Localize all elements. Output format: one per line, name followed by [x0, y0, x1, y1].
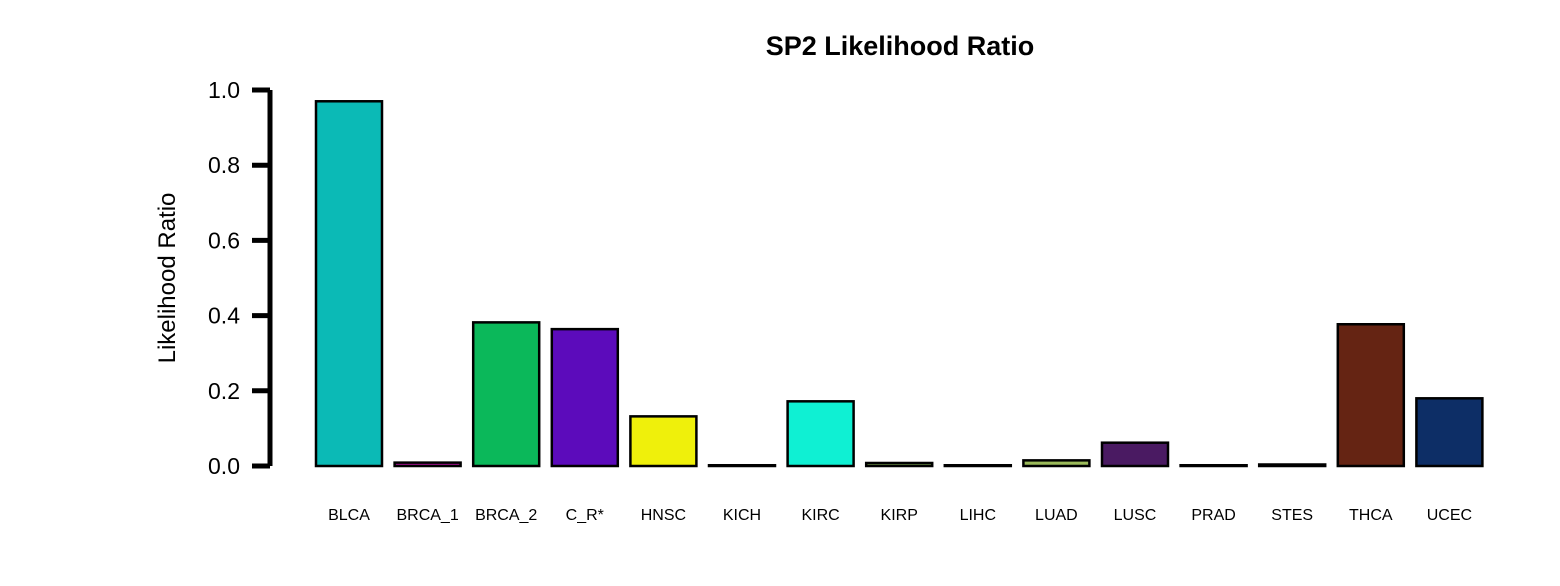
bar-c-r	[550, 327, 620, 468]
bar-brca-2	[471, 321, 541, 468]
bar-luad	[1022, 459, 1091, 468]
x-tick-label: PRAD	[1191, 507, 1235, 524]
x-tick-label: LUAD	[1035, 507, 1078, 524]
x-tick-label: THCA	[1349, 507, 1393, 524]
y-tick-label: 0.0	[208, 453, 240, 479]
y-tick-label: 1.0	[208, 77, 240, 103]
x-tick-label: BLCA	[328, 507, 370, 524]
bar-ucec	[1415, 397, 1484, 468]
bar-thca	[1336, 322, 1406, 468]
y-tick-label: 0.2	[208, 378, 240, 404]
x-tick-label: KICH	[723, 507, 761, 524]
x-axis-tick-labels: BLCA BRCA_1 BRCA_2 C_R* HNSC KICH KIRC KIRP LIHC…	[328, 507, 1472, 524]
x-tick-label: C_R*	[566, 507, 604, 524]
x-tick-label: STES	[1271, 507, 1313, 524]
y-tick-label: 0.8	[208, 152, 240, 178]
bar-kich	[707, 463, 777, 468]
bar-blca	[314, 100, 384, 468]
bar-hnsc	[629, 415, 698, 468]
x-tick-label: LUSC	[1114, 507, 1157, 524]
x-tick-label: KIRC	[801, 507, 839, 524]
bar-kirp	[864, 461, 934, 468]
x-tick-label: LIHC	[960, 507, 996, 524]
bar-lusc	[1100, 441, 1170, 468]
y-axis-ticks: 0.0 0.2 0.4 0.6 0.8 1.0	[208, 77, 270, 479]
bar-prad	[1179, 463, 1248, 468]
chart-title: SP2 Likelihood Ratio	[766, 31, 1035, 61]
bars	[314, 100, 1484, 468]
x-tick-label: KIRP	[881, 507, 918, 524]
y-axis-label: Likelihood Ratio	[154, 193, 181, 364]
bar-brca-1	[393, 461, 462, 468]
y-tick-label: 0.4	[208, 303, 240, 329]
bar-lihc	[943, 463, 1013, 468]
bar-kirc	[786, 400, 855, 468]
x-tick-label: UCEC	[1427, 507, 1472, 524]
y-tick-label: 0.6	[208, 227, 240, 253]
x-tick-label: BRCA_1	[396, 507, 458, 524]
x-tick-label: HNSC	[641, 507, 686, 524]
x-tick-label: BRCA_2	[475, 507, 537, 524]
bar-stes	[1257, 463, 1327, 468]
